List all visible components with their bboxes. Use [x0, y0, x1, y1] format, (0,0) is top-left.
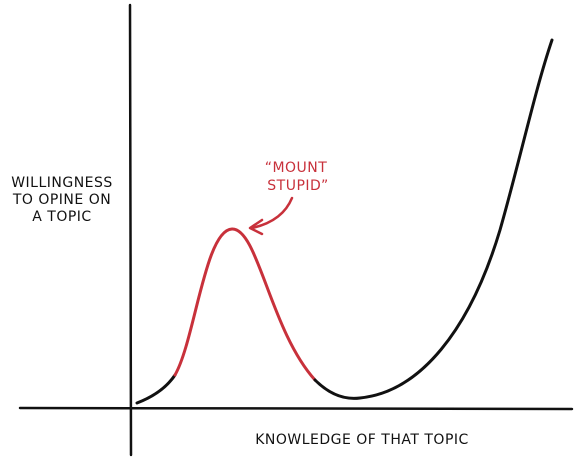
arrow-head	[248, 218, 264, 236]
mount-stupid-curve	[173, 227, 317, 382]
y-axis-label: TO OPINE ON	[12, 192, 111, 208]
y-axis	[128, 3, 133, 457]
y-axis-label: A TOPIC	[32, 209, 91, 225]
annotation: “MOUNT	[265, 160, 328, 176]
curve-rest	[313, 38, 554, 400]
x-axis-label: KNOWLEDGE OF THAT TOPIC	[255, 432, 469, 448]
annotation-arrow	[250, 196, 294, 230]
curve-start	[135, 373, 177, 405]
x-axis	[18, 406, 574, 411]
y-axis-label: WILLINGNESS	[11, 175, 113, 191]
annotation: STUPID”	[267, 178, 328, 194]
